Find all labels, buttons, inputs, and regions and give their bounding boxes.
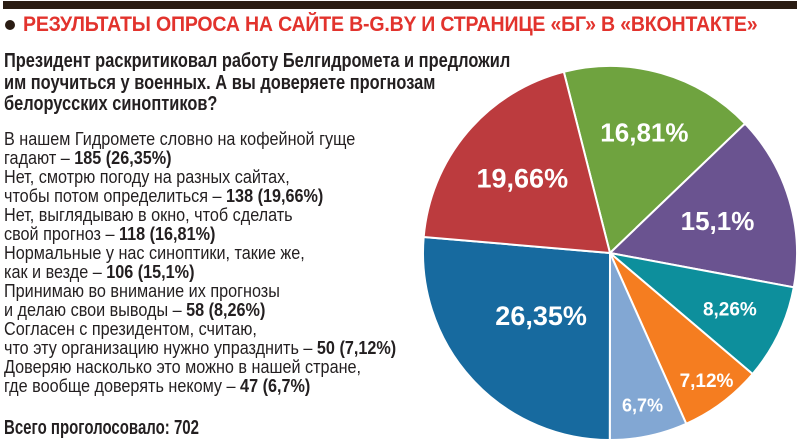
pie-slice-label: 26,35% — [495, 301, 587, 331]
poll-answer: Принимаю во внимание их прогнозы и делаю… — [4, 282, 396, 320]
poll-answers: В нашем Гидромете словно на кофейной гущ… — [4, 130, 440, 397]
pie-slice-label: 7,12% — [680, 371, 734, 392]
pie-slice — [422, 70, 611, 254]
answer-text: чтобы потом определиться – — [4, 186, 227, 206]
answer-value: 138 (19,66%) — [226, 186, 324, 206]
poll-question-text: Президент раскритиковал работу Белгидром… — [4, 50, 511, 115]
answer-text: Согласен с президентом, считаю, — [4, 319, 257, 339]
answer-text: свой прогноз – — [4, 224, 120, 244]
header: РЕЗУЛЬТАТЫ ОПРОСА НА САЙТЕ B-G.BY И СТРА… — [5, 13, 800, 37]
answer-value: 47 (6,7%) — [240, 376, 311, 396]
poll-total-text: Всего проголосовало: 702 — [4, 417, 199, 439]
answer-value: 106 (15,1%) — [106, 262, 195, 282]
pie-slice-label: 15,1% — [681, 206, 755, 236]
pie-slice — [562, 65, 747, 254]
answer-text: Принимаю во внимание их прогнозы — [4, 281, 280, 301]
poll-answers-list: В нашем Гидромете словно на кофейной гущ… — [4, 130, 396, 396]
top-bar — [3, 1, 797, 9]
answer-text: гадают – — [4, 148, 75, 168]
answer-value: 118 (16,81%) — [119, 224, 216, 244]
page-title: РЕЗУЛЬТАТЫ ОПРОСА НА САЙТЕ B-G.BY И СТРА… — [23, 13, 758, 36]
pie-slice — [609, 252, 795, 375]
answer-value: 50 (7,12%) — [316, 338, 397, 358]
pie-slice-label: 6,7% — [622, 396, 663, 416]
poll-answer: Нет, смотрю погоду на разных сайтах, что… — [4, 168, 396, 206]
answer-text: что эту организацию нужно упразднить – — [4, 338, 317, 358]
answer-text: Нормальные у нас синоптики, такие же, — [4, 243, 305, 263]
answer-text: Нет, смотрю погоду на разных сайтах, — [4, 167, 290, 187]
answer-value: 58 (8,26%) — [186, 300, 266, 320]
pie-slice — [422, 235, 611, 441]
answer-text: как и везде – — [4, 262, 107, 282]
pie-slice — [609, 122, 798, 289]
poll-answer: Доверяю насколько это можно в нашей стра… — [4, 358, 396, 396]
pie-slice-label: 8,26% — [703, 300, 757, 321]
answer-text: и делаю свои выводы – — [4, 300, 187, 320]
pie-slice-label: 16,81% — [600, 118, 688, 148]
answer-value: 185 (26,35%) — [74, 148, 172, 168]
answer-text: Доверяю насколько это можно в нашей стра… — [4, 357, 362, 377]
poll-answer: Нормальные у нас синоптики, такие же, ка… — [4, 244, 396, 282]
answer-text: В нашем Гидромете словно на кофейной гущ… — [4, 129, 356, 149]
poll-answer: Согласен с президентом, считаю, что эту … — [4, 320, 396, 358]
poll-answer: В нашем Гидромете словно на кофейной гущ… — [4, 130, 396, 168]
bullet-icon — [5, 20, 15, 30]
answer-text: Нет, выглядываю в окно, чтоб сделать — [4, 205, 293, 225]
poll-total: Всего проголосовало: 702 — [4, 417, 264, 440]
poll-question: Президент раскритиковал работу Белгидром… — [4, 50, 621, 116]
answer-text: где вообще доверять некому – — [4, 376, 241, 396]
pie-slice-label: 19,66% — [477, 164, 569, 194]
poll-answer: Нет, выглядываю в окно, чтоб сделать сво… — [4, 206, 396, 244]
